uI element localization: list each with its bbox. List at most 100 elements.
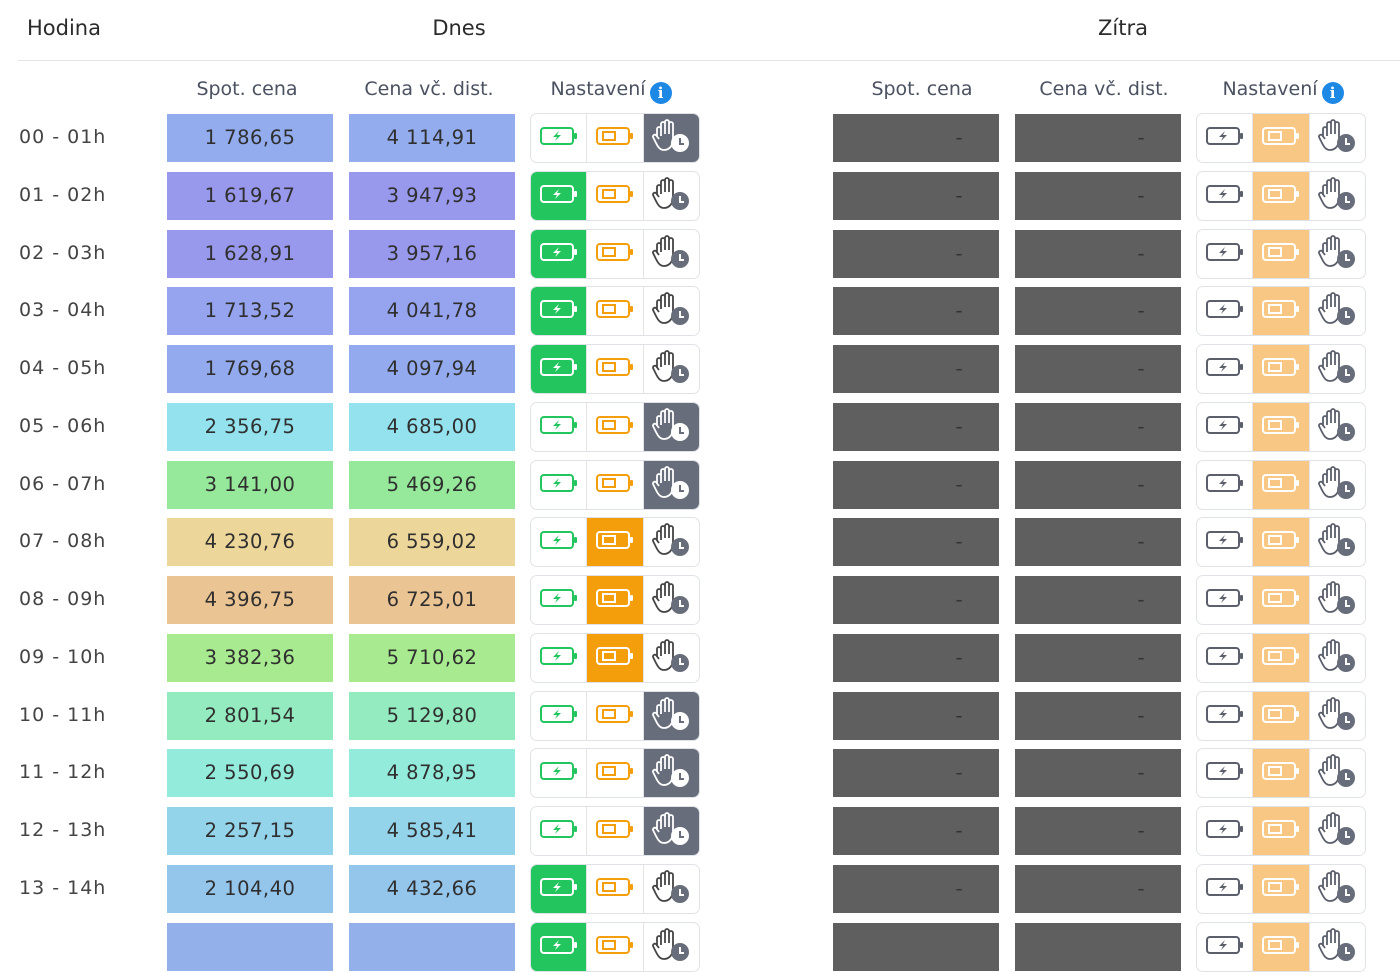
mode-manual-button[interactable] (1309, 518, 1365, 567)
mode-charge-button[interactable] (531, 633, 588, 682)
tomorrow-mode-selector[interactable] (1196, 401, 1366, 452)
mode-charge-button[interactable] (1197, 749, 1254, 798)
mode-charge-button[interactable] (1197, 287, 1254, 336)
tomorrow-mode-selector[interactable] (1196, 113, 1366, 163)
mode-manual-button[interactable] (1309, 807, 1365, 855)
mode-manual-button[interactable] (1309, 922, 1365, 971)
mode-discharge-button[interactable] (1253, 402, 1310, 451)
today-mode-selector[interactable] (530, 517, 700, 568)
mode-manual-button[interactable] (1309, 345, 1365, 393)
mode-charge-button[interactable] (1197, 864, 1254, 913)
mode-manual-button[interactable] (643, 749, 699, 798)
mode-manual-button[interactable] (643, 807, 699, 855)
mode-manual-button[interactable] (1309, 114, 1365, 162)
today-mode-selector[interactable] (530, 748, 700, 799)
mode-discharge-button[interactable] (1253, 922, 1310, 971)
mode-manual-button[interactable] (643, 402, 699, 451)
info-icon[interactable]: i (1321, 82, 1344, 104)
mode-discharge-button[interactable] (587, 633, 644, 682)
mode-charge-button[interactable] (1197, 229, 1254, 278)
mode-charge-button[interactable] (531, 402, 588, 451)
mode-manual-button[interactable] (1309, 864, 1365, 913)
mode-discharge-button[interactable] (587, 576, 644, 624)
mode-manual-button[interactable] (643, 114, 699, 162)
mode-discharge-button[interactable] (1253, 287, 1310, 336)
mode-charge-button[interactable] (531, 460, 588, 509)
tomorrow-mode-selector[interactable] (1196, 170, 1366, 221)
mode-discharge-button[interactable] (1253, 171, 1310, 220)
mode-charge-button[interactable] (1197, 460, 1254, 509)
mode-discharge-button[interactable] (587, 864, 644, 913)
mode-discharge-button[interactable] (587, 460, 644, 509)
mode-manual-button[interactable] (1309, 576, 1365, 624)
today-mode-selector[interactable] (530, 344, 700, 394)
tomorrow-mode-selector[interactable] (1196, 344, 1366, 394)
today-mode-selector[interactable] (530, 863, 700, 914)
mode-discharge-button[interactable] (587, 402, 644, 451)
mode-discharge-button[interactable] (1253, 691, 1310, 740)
mode-discharge-button[interactable] (587, 229, 644, 278)
mode-discharge-button[interactable] (1253, 864, 1310, 913)
today-mode-selector[interactable] (530, 690, 700, 741)
mode-manual-button[interactable] (1309, 287, 1365, 336)
mode-discharge-button[interactable] (1253, 345, 1310, 393)
mode-discharge-button[interactable] (587, 749, 644, 798)
tomorrow-mode-selector[interactable] (1196, 806, 1366, 856)
today-mode-selector[interactable] (530, 170, 700, 221)
mode-manual-button[interactable] (643, 229, 699, 278)
mode-manual-button[interactable] (643, 460, 699, 509)
mode-manual-button[interactable] (1309, 402, 1365, 451)
mode-discharge-button[interactable] (1253, 576, 1310, 624)
mode-charge-button[interactable] (531, 287, 588, 336)
mode-manual-button[interactable] (643, 171, 699, 220)
mode-charge-button[interactable] (531, 749, 588, 798)
tomorrow-mode-selector[interactable] (1196, 863, 1366, 914)
mode-manual-button[interactable] (1309, 691, 1365, 740)
today-mode-selector[interactable] (530, 921, 700, 972)
mode-discharge-button[interactable] (587, 171, 644, 220)
mode-charge-button[interactable] (1197, 807, 1254, 855)
mode-discharge-button[interactable] (1253, 229, 1310, 278)
mode-manual-button[interactable] (1309, 749, 1365, 798)
today-mode-selector[interactable] (530, 228, 700, 279)
today-mode-selector[interactable] (530, 575, 700, 625)
mode-discharge-button[interactable] (587, 691, 644, 740)
info-icon[interactable]: i (649, 82, 672, 104)
mode-manual-button[interactable] (1309, 633, 1365, 682)
mode-charge-button[interactable] (1197, 402, 1254, 451)
mode-charge-button[interactable] (531, 518, 588, 567)
mode-manual-button[interactable] (643, 922, 699, 971)
tomorrow-mode-selector[interactable] (1196, 748, 1366, 799)
mode-discharge-button[interactable] (587, 345, 644, 393)
mode-manual-button[interactable] (643, 287, 699, 336)
tomorrow-mode-selector[interactable] (1196, 459, 1366, 510)
today-mode-selector[interactable] (530, 459, 700, 510)
mode-discharge-button[interactable] (587, 287, 644, 336)
tomorrow-mode-selector[interactable] (1196, 690, 1366, 741)
mode-manual-button[interactable] (1309, 460, 1365, 509)
mode-charge-button[interactable] (531, 864, 588, 913)
mode-charge-button[interactable] (1197, 922, 1254, 971)
today-mode-selector[interactable] (530, 401, 700, 452)
mode-discharge-button[interactable] (1253, 518, 1310, 567)
tomorrow-mode-selector[interactable] (1196, 632, 1366, 683)
tomorrow-mode-selector[interactable] (1196, 286, 1366, 337)
mode-discharge-button[interactable] (1253, 114, 1310, 162)
mode-manual-button[interactable] (643, 345, 699, 393)
today-mode-selector[interactable] (530, 632, 700, 683)
today-mode-selector[interactable] (530, 806, 700, 856)
mode-charge-button[interactable] (1197, 171, 1254, 220)
mode-manual-button[interactable] (643, 633, 699, 682)
mode-charge-button[interactable] (1197, 114, 1254, 162)
mode-charge-button[interactable] (1197, 691, 1254, 740)
mode-discharge-button[interactable] (1253, 633, 1310, 682)
mode-charge-button[interactable] (531, 171, 588, 220)
mode-discharge-button[interactable] (587, 518, 644, 567)
today-mode-selector[interactable] (530, 113, 700, 163)
mode-charge-button[interactable] (531, 229, 588, 278)
mode-charge-button[interactable] (531, 922, 588, 971)
mode-discharge-button[interactable] (587, 807, 644, 855)
mode-manual-button[interactable] (643, 691, 699, 740)
mode-manual-button[interactable] (643, 518, 699, 567)
mode-manual-button[interactable] (1309, 229, 1365, 278)
